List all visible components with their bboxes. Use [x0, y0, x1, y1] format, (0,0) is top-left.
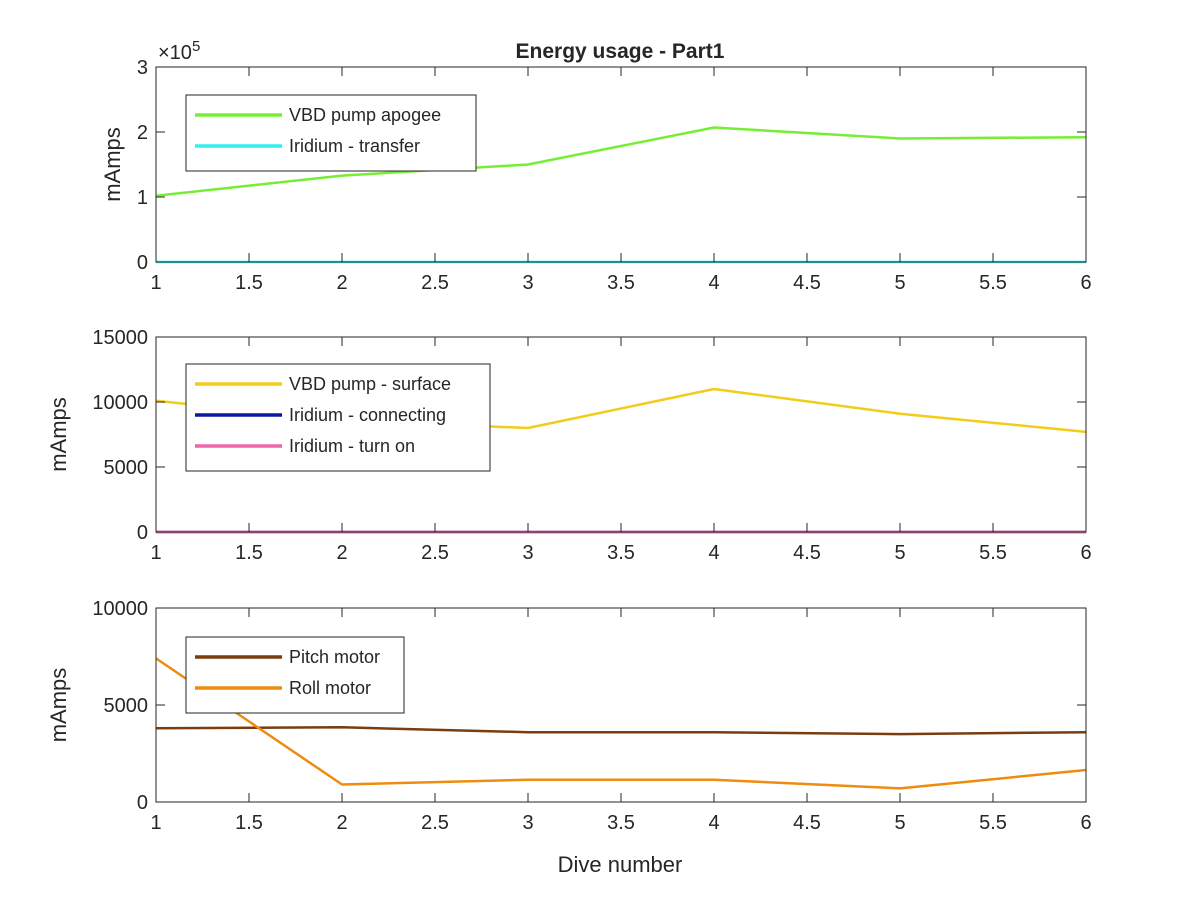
- legend-box: [185, 94, 477, 172]
- x-tick-label: 5: [894, 812, 905, 834]
- x-tick-label: 1: [150, 812, 161, 834]
- x-tick-label: 1: [150, 272, 161, 294]
- x-tick-label: 5: [894, 542, 905, 564]
- x-tick-label: 3.5: [607, 272, 635, 294]
- series-line-1: [155, 726, 1087, 736]
- y-tick-label: 5000: [104, 457, 149, 479]
- x-tick-label: 4.5: [793, 542, 821, 564]
- x-tick-label: 1.5: [235, 272, 263, 294]
- y-tick-label: 0: [137, 792, 148, 814]
- x-tick-label: 6: [1080, 542, 1091, 564]
- y-axis-label: mAmps: [46, 668, 71, 743]
- y-axis-label: mAmps: [100, 127, 125, 202]
- x-tick-label: 2.5: [421, 812, 449, 834]
- x-tick-label: 4.5: [793, 272, 821, 294]
- legend-label-1: VBD pump apogee: [289, 105, 441, 125]
- x-tick-label: 2.5: [421, 542, 449, 564]
- y-tick-label: 10000: [92, 392, 148, 414]
- x-axis-label: Dive number: [558, 852, 683, 877]
- y-tick-label: 10000: [92, 598, 148, 620]
- legend-label-2: Iridium - transfer: [289, 136, 420, 156]
- y-tick-label: 1: [137, 187, 148, 209]
- y-tick-label: 5000: [104, 695, 149, 717]
- y-tick-label: 2: [137, 122, 148, 144]
- y-axis-label: mAmps: [46, 397, 71, 472]
- plot-panel-motors: 1 1.5 2 2.5 3 3.5 4 4.5 5 5.5 6 0 5000 10000 mAmps Pitc…: [46, 598, 1092, 834]
- x-tick-label: 3.5: [607, 812, 635, 834]
- x-tick-label: 4: [708, 272, 719, 294]
- x-tick-label: 2: [336, 272, 347, 294]
- x-tick-label: 3: [522, 542, 533, 564]
- x-tick-label: 1.5: [235, 542, 263, 564]
- x-tick-label: 3: [522, 272, 533, 294]
- legend-box: [185, 363, 491, 472]
- legend-label-2: Iridium - connecting: [289, 405, 446, 425]
- plot-panel-surface: 1 1.5 2 2.5 3 3.5 4 4.5 5 5.5 6 0 5000 10000 15000 mAmp…: [46, 327, 1092, 564]
- x-tick-label: 4.5: [793, 812, 821, 834]
- x-tick-label: 1: [150, 542, 161, 564]
- legend-box: [185, 636, 405, 714]
- legend-label-2: Roll motor: [289, 678, 371, 698]
- series-line-1: [155, 126, 1087, 197]
- legend-label-1: Pitch motor: [289, 647, 380, 667]
- x-tick-label: 4: [708, 812, 719, 834]
- legend-label-1: VBD pump - surface: [289, 374, 451, 394]
- x-tick-label: 5.5: [979, 812, 1007, 834]
- x-tick-label: 5: [894, 272, 905, 294]
- y-tick-label: 0: [137, 252, 148, 274]
- x-tick-label: 5.5: [979, 272, 1007, 294]
- x-tick-label: 3: [522, 812, 533, 834]
- x-tick-label: 2.5: [421, 272, 449, 294]
- x-tick-label: 1.5: [235, 812, 263, 834]
- x-tick-label: 6: [1080, 272, 1091, 294]
- y-tick-label: 15000: [92, 327, 148, 349]
- x-tick-label: 6: [1080, 812, 1091, 834]
- y-exponent-label: ×105: [158, 38, 200, 64]
- x-tick-label: 5.5: [979, 542, 1007, 564]
- x-tick-label: 4: [708, 542, 719, 564]
- x-tick-label: 2: [336, 812, 347, 834]
- y-tick-label: 0: [137, 522, 148, 544]
- x-tick-label: 2: [336, 542, 347, 564]
- legend-label-3: Iridium - turn on: [289, 436, 415, 456]
- figure-title: Energy usage - Part1: [516, 40, 725, 63]
- y-tick-label: 3: [137, 57, 148, 79]
- series-line-2: [155, 657, 1087, 790]
- x-tick-label: 3.5: [607, 542, 635, 564]
